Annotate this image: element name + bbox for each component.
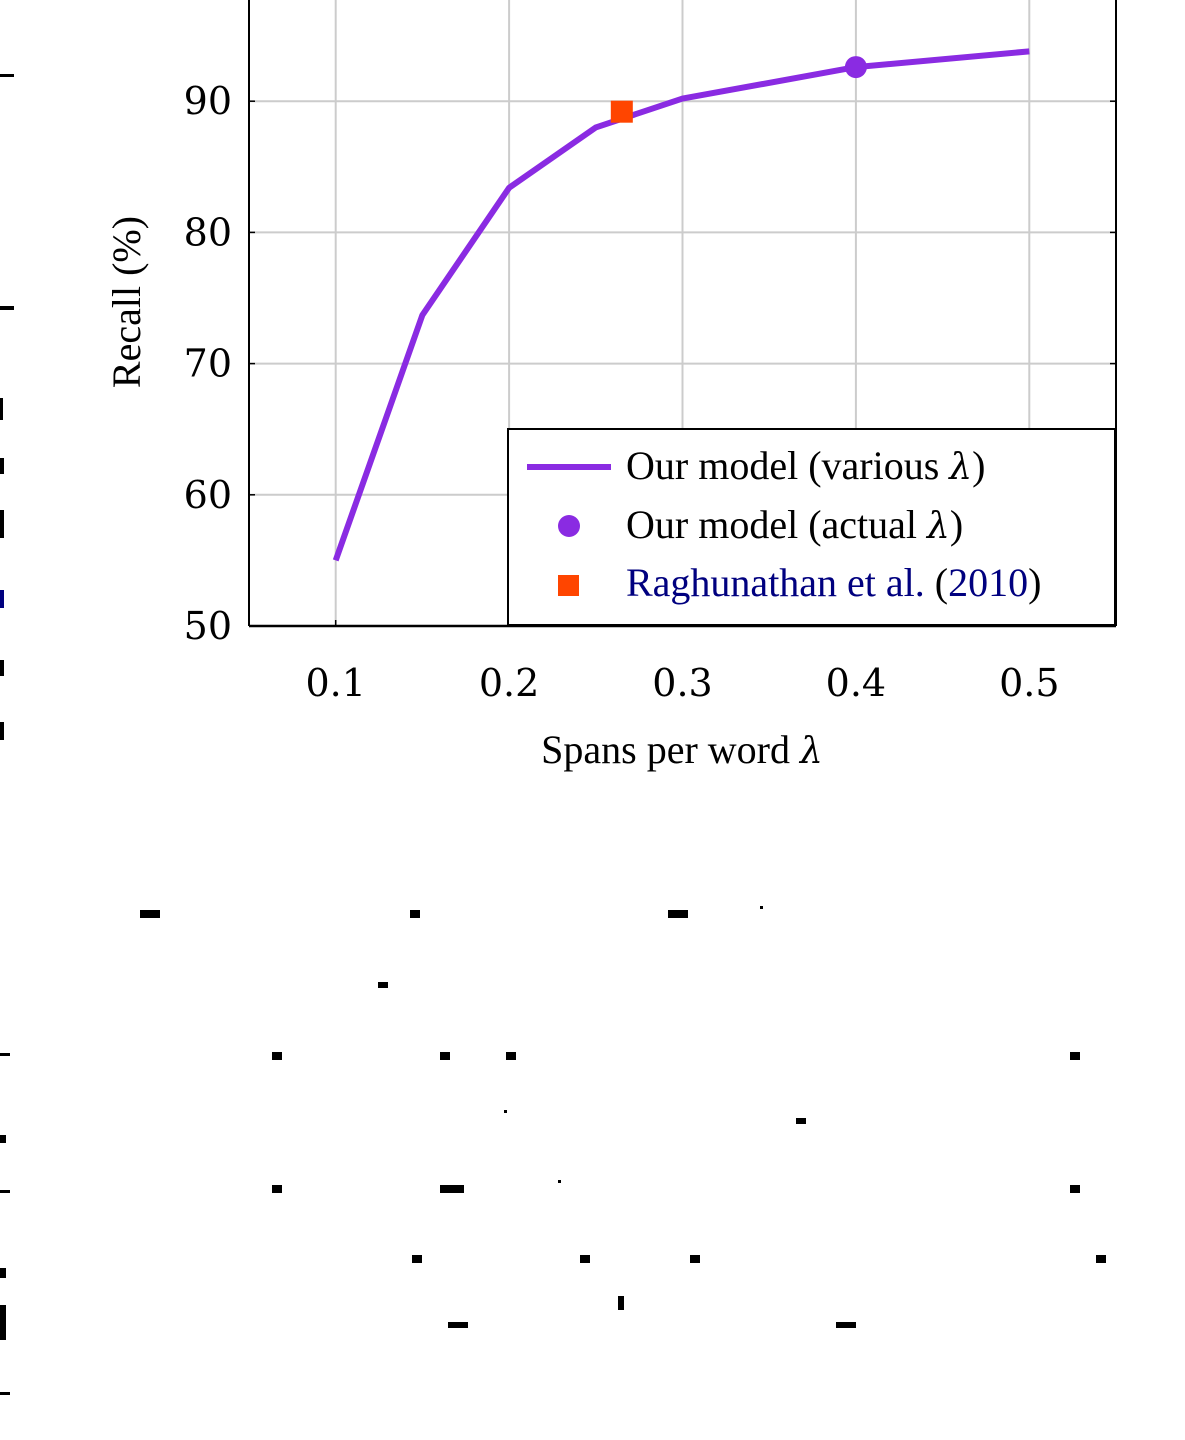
y-tick-label: 80: [184, 210, 232, 254]
legend-entry-actual-text: Our model (actual: [626, 502, 927, 547]
x-tick-label: 0.3: [652, 661, 712, 705]
citation-paren-close: ): [1028, 560, 1041, 605]
legend: Our model (various λ) Our model (actual …: [507, 428, 1116, 626]
y-tick-label: 70: [184, 342, 232, 386]
y-tick-label: 50: [184, 604, 232, 648]
legend-entry-various: Our model (various λ): [626, 443, 985, 488]
surrounding-text-fragments: [0, 74, 1106, 1395]
y-axis-title: Recall (%): [104, 216, 149, 388]
x-tick-label: 0.4: [826, 661, 886, 705]
x-axis-title: Spans per word λ: [541, 727, 823, 772]
legend-entry-various-symbol: λ: [947, 447, 972, 488]
legend-square-swatch: [558, 575, 579, 596]
x-tick-label: 0.5: [999, 661, 1059, 705]
legend-entry-actual-symbol: λ: [925, 506, 950, 547]
x-axis-title-text: Spans per word: [541, 727, 790, 772]
data-point-raghunathan: [610, 100, 633, 123]
legend-circle-swatch: [558, 515, 580, 537]
legend-entry-various-close: ): [972, 443, 985, 488]
x-tick-label: 0.1: [305, 661, 365, 705]
legend-entry-actual: Our model (actual λ): [626, 502, 963, 547]
legend-entry-actual-close: ): [950, 502, 963, 547]
y-tick-label: 90: [184, 79, 232, 123]
citation-paren-open: (: [925, 560, 948, 605]
x-tick-label: 0.2: [479, 661, 539, 705]
citation-link-year[interactable]: 2010: [948, 560, 1028, 605]
legend-box: [507, 428, 1116, 626]
y-tick-label: 60: [184, 473, 232, 517]
data-point-actual-lambda: [844, 56, 867, 79]
legend-entry-various-text: Our model (various: [626, 443, 949, 488]
series-layer: [332, 48, 1030, 562]
legend-entry-raghunathan: Raghunathan et al. (2010): [626, 560, 1041, 605]
x-axis-title-symbol: λ: [798, 731, 823, 772]
citation-link-author[interactable]: Raghunathan et al.: [626, 560, 925, 605]
tick-labels: 0.1 0.2 0.3 0.4 0.5 50 60 70 80 90: [184, 79, 1060, 705]
